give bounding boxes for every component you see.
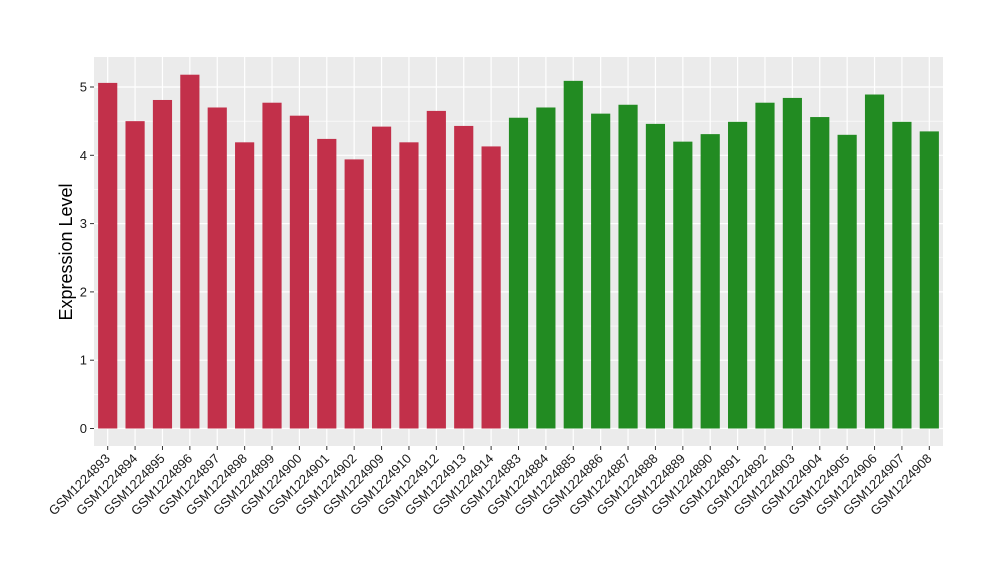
bar-GSM1224898 [235,142,255,429]
bar-GSM1224912 [426,110,446,429]
y-tick-label: 0 [80,421,87,436]
bar-GSM1224896 [180,74,200,429]
bar-GSM1224888 [645,123,666,429]
y-tick-label: 4 [80,148,87,163]
bar-GSM1224890 [700,134,720,429]
bar-GSM1224910 [399,142,419,429]
bar-GSM1224905 [837,134,857,429]
bar-GSM1224885 [563,80,583,429]
bar-GSM1224887 [618,104,638,429]
bar-GSM1224892 [755,102,775,429]
y-axis: 0 1 2 3 4 5 [80,80,94,436]
bar-GSM1224899 [262,102,282,429]
y-axis-title: Expression Level [56,183,76,320]
bar-GSM1224897 [207,107,227,429]
bar-GSM1224902 [344,159,364,429]
bar-GSM1224895 [152,99,173,429]
y-tick-label: 2 [80,284,87,299]
bar-GSM1224884 [536,107,556,429]
bar-GSM1224886 [591,113,611,429]
bar-GSM1224893 [98,82,118,429]
bar-GSM1224883 [508,117,529,429]
y-tick-label: 3 [80,216,87,231]
y-tick-label: 5 [80,80,87,95]
bar-GSM1224909 [371,126,392,429]
bar-GSM1224913 [454,125,474,429]
x-axis: GSM1224893GSM1224894GSM1224895GSM1224896… [46,446,935,518]
bar-GSM1224907 [892,121,912,429]
bar-GSM1224914 [481,146,501,429]
bar-GSM1224906 [864,94,885,429]
bar-GSM1224889 [673,141,693,429]
bar-GSM1224894 [125,121,145,429]
bar-GSM1224904 [810,117,830,429]
bar-GSM1224903 [782,97,802,429]
bars [98,74,939,429]
y-tick-label: 1 [80,353,87,368]
bar-GSM1224901 [317,138,337,429]
bar-GSM1224908 [919,131,939,429]
bar-GSM1224891 [728,121,748,429]
bar-GSM1224900 [289,115,309,429]
